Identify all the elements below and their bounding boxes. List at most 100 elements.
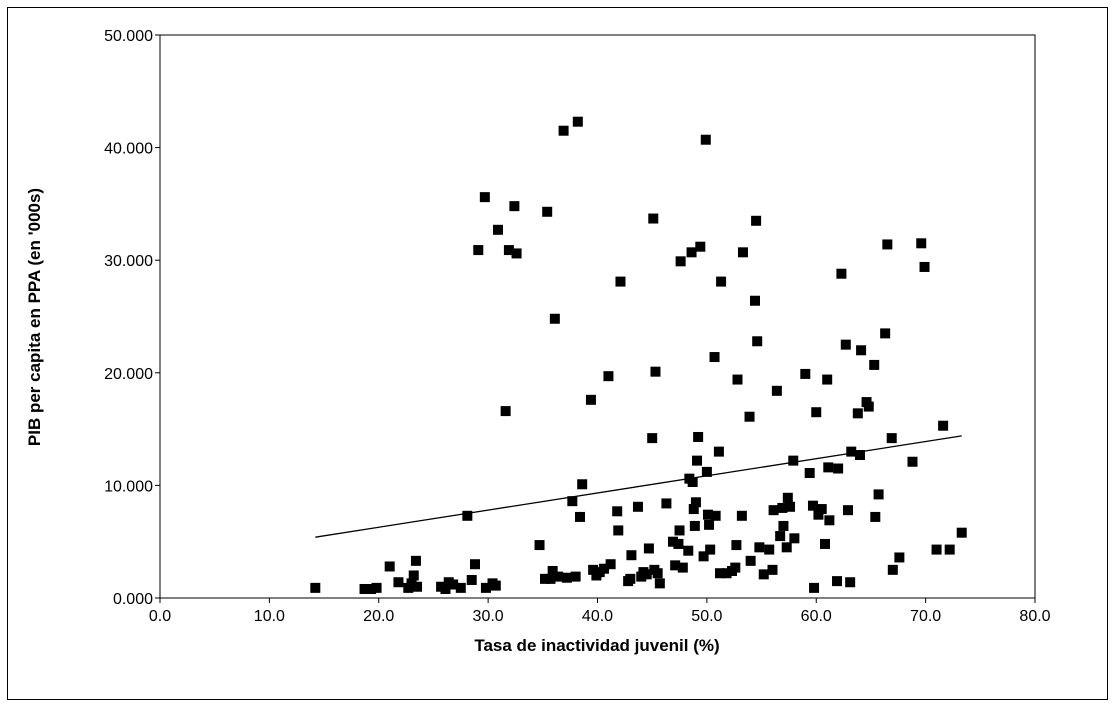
data-point — [822, 374, 833, 385]
data-point — [832, 576, 843, 587]
data-point — [716, 276, 727, 287]
data-point — [873, 489, 884, 500]
data-point — [781, 542, 792, 553]
data-point — [907, 456, 918, 467]
data-point — [856, 345, 867, 356]
x-tick-label: 20.0 — [363, 608, 394, 625]
data-point — [775, 531, 786, 542]
data-point — [870, 511, 881, 522]
y-tick-label: 10.000 — [104, 478, 153, 495]
y-tick-label: 50.000 — [104, 28, 153, 45]
data-points — [310, 116, 967, 594]
data-point — [863, 401, 874, 412]
data-point — [919, 261, 930, 272]
data-point — [820, 538, 830, 549]
data-point — [731, 540, 742, 551]
data-point — [745, 555, 756, 566]
data-point — [652, 568, 663, 579]
data-point — [710, 510, 721, 521]
data-point — [754, 542, 765, 553]
data-point — [778, 520, 789, 531]
data-point — [771, 385, 782, 396]
data-point — [944, 544, 955, 555]
data-point — [677, 562, 688, 573]
data-point — [744, 411, 755, 422]
data-point — [448, 579, 459, 590]
data-point — [785, 501, 795, 512]
data-point — [511, 248, 522, 259]
data-point — [683, 545, 694, 556]
data-point — [473, 245, 484, 256]
data-point — [721, 568, 732, 579]
data-point — [625, 573, 636, 584]
data-point — [561, 572, 572, 583]
data-point — [575, 511, 585, 522]
data-point — [730, 562, 741, 573]
data-point — [700, 134, 711, 145]
data-point — [887, 564, 898, 575]
plot-area — [159, 34, 1036, 599]
data-point — [693, 431, 704, 442]
data-point — [689, 520, 700, 531]
data-point — [702, 509, 713, 520]
data-point — [938, 420, 949, 431]
data-point — [789, 533, 800, 544]
data-point — [777, 502, 788, 513]
data-point — [384, 561, 395, 572]
data-point — [809, 582, 820, 593]
y-tick-label: 20.000 — [104, 366, 153, 383]
data-point — [393, 577, 404, 588]
data-point — [479, 192, 490, 203]
data-point — [840, 339, 851, 350]
data-point — [886, 433, 897, 444]
data-point — [713, 446, 724, 457]
data-point — [767, 564, 778, 575]
data-point — [855, 450, 865, 460]
data-point — [603, 371, 614, 382]
data-point — [359, 583, 370, 594]
data-point — [462, 510, 473, 521]
data-point — [894, 552, 905, 563]
data-point — [542, 206, 553, 217]
data-point — [406, 578, 417, 589]
data-point — [715, 568, 725, 579]
data-point — [842, 505, 853, 516]
data-point — [667, 536, 678, 547]
x-tick-label: 0.0 — [149, 608, 171, 625]
data-point — [492, 224, 503, 235]
x-tick-label: 50.0 — [691, 608, 722, 625]
data-point — [654, 578, 665, 589]
data-point — [758, 569, 769, 580]
x-tick-label: 80.0 — [1019, 608, 1050, 625]
data-point — [698, 551, 709, 562]
data-point — [661, 498, 672, 509]
data-point — [788, 455, 799, 466]
data-point — [641, 569, 652, 580]
data-point — [545, 573, 556, 584]
data-point — [470, 559, 480, 570]
data-point — [615, 276, 626, 287]
data-point — [673, 538, 684, 549]
data-point — [534, 540, 545, 551]
data-point — [800, 368, 811, 379]
data-point — [852, 408, 863, 419]
data-point — [549, 313, 560, 324]
data-point — [410, 555, 421, 566]
data-point — [509, 201, 520, 212]
y-axis: 0.000 10.000 20.000 30.000 40.000 50.000 — [104, 28, 160, 608]
data-point — [686, 247, 697, 258]
data-point — [577, 479, 588, 490]
data-point — [816, 504, 827, 515]
data-point — [931, 544, 942, 555]
data-point — [833, 463, 844, 474]
data-point — [782, 492, 793, 503]
data-point — [811, 407, 822, 418]
data-point — [570, 571, 581, 582]
x-tick-label: 40.0 — [582, 608, 613, 625]
data-point — [466, 574, 477, 585]
data-point — [813, 509, 824, 520]
data-point — [558, 125, 569, 136]
data-point — [845, 577, 856, 588]
x-tick-label: 60.0 — [801, 608, 832, 625]
